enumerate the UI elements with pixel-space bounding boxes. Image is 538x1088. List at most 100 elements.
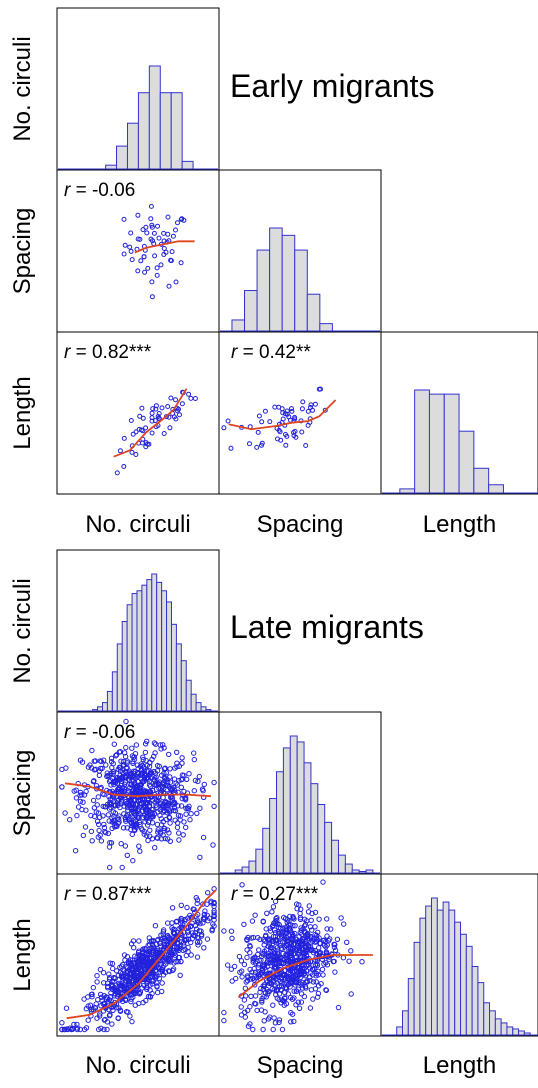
scatter-spacing-vs-circuli-point [167,774,173,780]
scatter-spacing-vs-circuli-point [173,227,178,233]
scatter-length-vs-circuli-point [172,952,179,959]
scatter-spacing-vs-circuli-point [210,842,216,848]
scatter-spacing-vs-circuli-point [121,811,127,817]
histogram-no-circuli-bar [185,679,192,712]
scatter-length-vs-spacing-point [259,442,264,448]
scatter-spacing-vs-circuli-point [152,845,158,851]
scatter-spacing-vs-circuli-point [211,803,217,809]
scatter-spacing-vs-circuli-point [132,784,139,790]
scatter-length-vs-spacing-point [324,926,330,932]
scatter-spacing-vs-circuli-point [155,223,160,229]
scatter-spacing-vs-circuli-point [166,751,172,758]
scatter-spacing-vs-circuli-point [152,253,158,259]
scatter-length-vs-spacing-point [313,979,319,985]
scatter-length-vs-spacing-point [312,401,318,407]
histogram-length-bar [500,1022,508,1036]
scatter-length-vs-spacing-point [299,939,306,945]
scatter-spacing-vs-circuli-point [113,752,120,758]
scatter-length-vs-spacing-point [288,1019,294,1025]
scatter-length-vs-spacing-point [288,936,295,942]
scatter-spacing-vs-circuli-point [158,262,164,268]
scatter-spacing-vs-circuli-point [145,822,151,828]
scatter-length-vs-spacing-point [315,972,321,978]
histogram-no-circuli-bar [141,584,148,712]
scatter-length-vs-circuli-point [146,441,152,447]
scatter-length-vs-spacing-point [228,445,234,451]
scatter-spacing-vs-circuli-point [122,750,128,756]
scatter-length-vs-spacing-point [348,948,354,954]
scatter-spacing-vs-circuli-point [179,795,185,802]
scatter-length-vs-spacing-point [307,978,313,984]
scatter-length-vs-circuli-point [121,985,127,992]
scatter-spacing-vs-circuli-point [134,783,140,789]
scatter-length-vs-spacing-point [261,994,267,1000]
scatter-length-vs-spacing-point [245,974,251,980]
scatter-spacing-vs-circuli-point [118,758,124,764]
scatter-spacing-vs-circuli-point [183,824,189,831]
scatter-length-vs-circuli-point [115,1015,121,1021]
histogram-spacing-bar [365,869,374,874]
scatter-spacing-vs-circuli-smooth-line [134,240,195,254]
scatter-length-vs-circuli-point [89,994,95,1000]
scatter-length-vs-spacing-point [314,950,320,957]
scatter-spacing-vs-circuli-point [169,249,175,255]
scatter-spacing-vs-circuli-point [148,236,154,242]
scatter-length-vs-circuli-point [94,979,100,985]
scatter-length-vs-circuli-point [146,935,153,941]
scatter-length-vs-circuli-point [144,984,150,991]
histogram-no-circuli-bar [151,573,158,712]
scatter-spacing-vs-circuli-point [155,829,161,835]
scatter-spacing-vs-circuli-point [137,763,144,769]
scatter-spacing-vs-circuli-point [111,741,118,747]
scatter-length-vs-spacing-point [272,937,278,944]
histogram-no-circuli-bar [116,643,123,712]
scatter-length-vs-spacing-point [315,990,322,997]
scatter-length-vs-spacing-point [294,988,300,994]
scatter-length-vs-circuli-point [188,952,194,958]
scatter-length-vs-spacing-point [294,943,300,949]
scatter-length-vs-circuli-point [122,996,129,1002]
r-symbol: r [64,884,71,905]
scatter-length-vs-circuli-point [206,915,213,921]
scatter-spacing-vs-circuli-point [73,795,80,801]
scatter-length-vs-spacing-point [225,418,231,424]
histogram-no-circuli-bar [126,604,133,712]
scatter-spacing-vs-circuli-point [200,788,206,794]
scatter-length-vs-spacing-point [278,437,284,443]
histogram-spacing-bar [337,854,346,874]
scatter-length-vs-circuli-point [143,997,149,1004]
scatter-length-vs-circuli-point [166,949,173,956]
histogram-length-bar [489,1010,496,1036]
scatter-length-vs-circuli-point [152,418,158,424]
scatter-spacing-vs-circuli-point [166,283,172,289]
scatter-length-vs-spacing-point [312,931,318,938]
scatter-length-vs-spacing-point [307,924,314,930]
column-label: Length [423,1052,496,1079]
scatter-length-vs-spacing-point [323,960,329,966]
scatter-spacing-vs-circuli-point [106,844,113,850]
scatter-spacing-vs-circuli-point [168,257,174,263]
histogram-no-circuli-bar [175,643,182,712]
scatter-length-vs-spacing-point [264,910,270,916]
scatter-spacing-vs-circuli-point [82,824,89,830]
scatter-length-vs-spacing-point [267,419,273,425]
scatter-spacing-vs-circuli-point [91,805,98,811]
scatter-spacing-vs-circuli-point [119,775,126,781]
scatter-spacing-vs-circuli-point [91,758,98,764]
histogram-no-circuli-bar [97,706,103,712]
scatter-length-vs-spacing-point [255,429,261,435]
scatter-length-vs-circuli-point [149,978,155,984]
scatter-spacing-vs-circuli-point [98,838,105,844]
scatter-spacing-vs-circuli-point [197,805,203,811]
scatter-spacing-vs-circuli-point [121,788,127,794]
scatter-length-vs-circuli-point [196,928,203,934]
scatter-length-vs-circuli-point [69,1026,76,1033]
histogram-length-bar [506,1026,514,1036]
scatter-spacing-vs-circuli-point [123,818,129,824]
scatter-length-vs-spacing-point [303,443,309,448]
scatter-spacing-vs-circuli-point [93,783,100,789]
scatter-length-vs-spacing-point [278,1000,284,1006]
scatter-spacing-vs-circuli-point [173,279,179,285]
scatter-length-vs-circuli-point [128,998,134,1005]
